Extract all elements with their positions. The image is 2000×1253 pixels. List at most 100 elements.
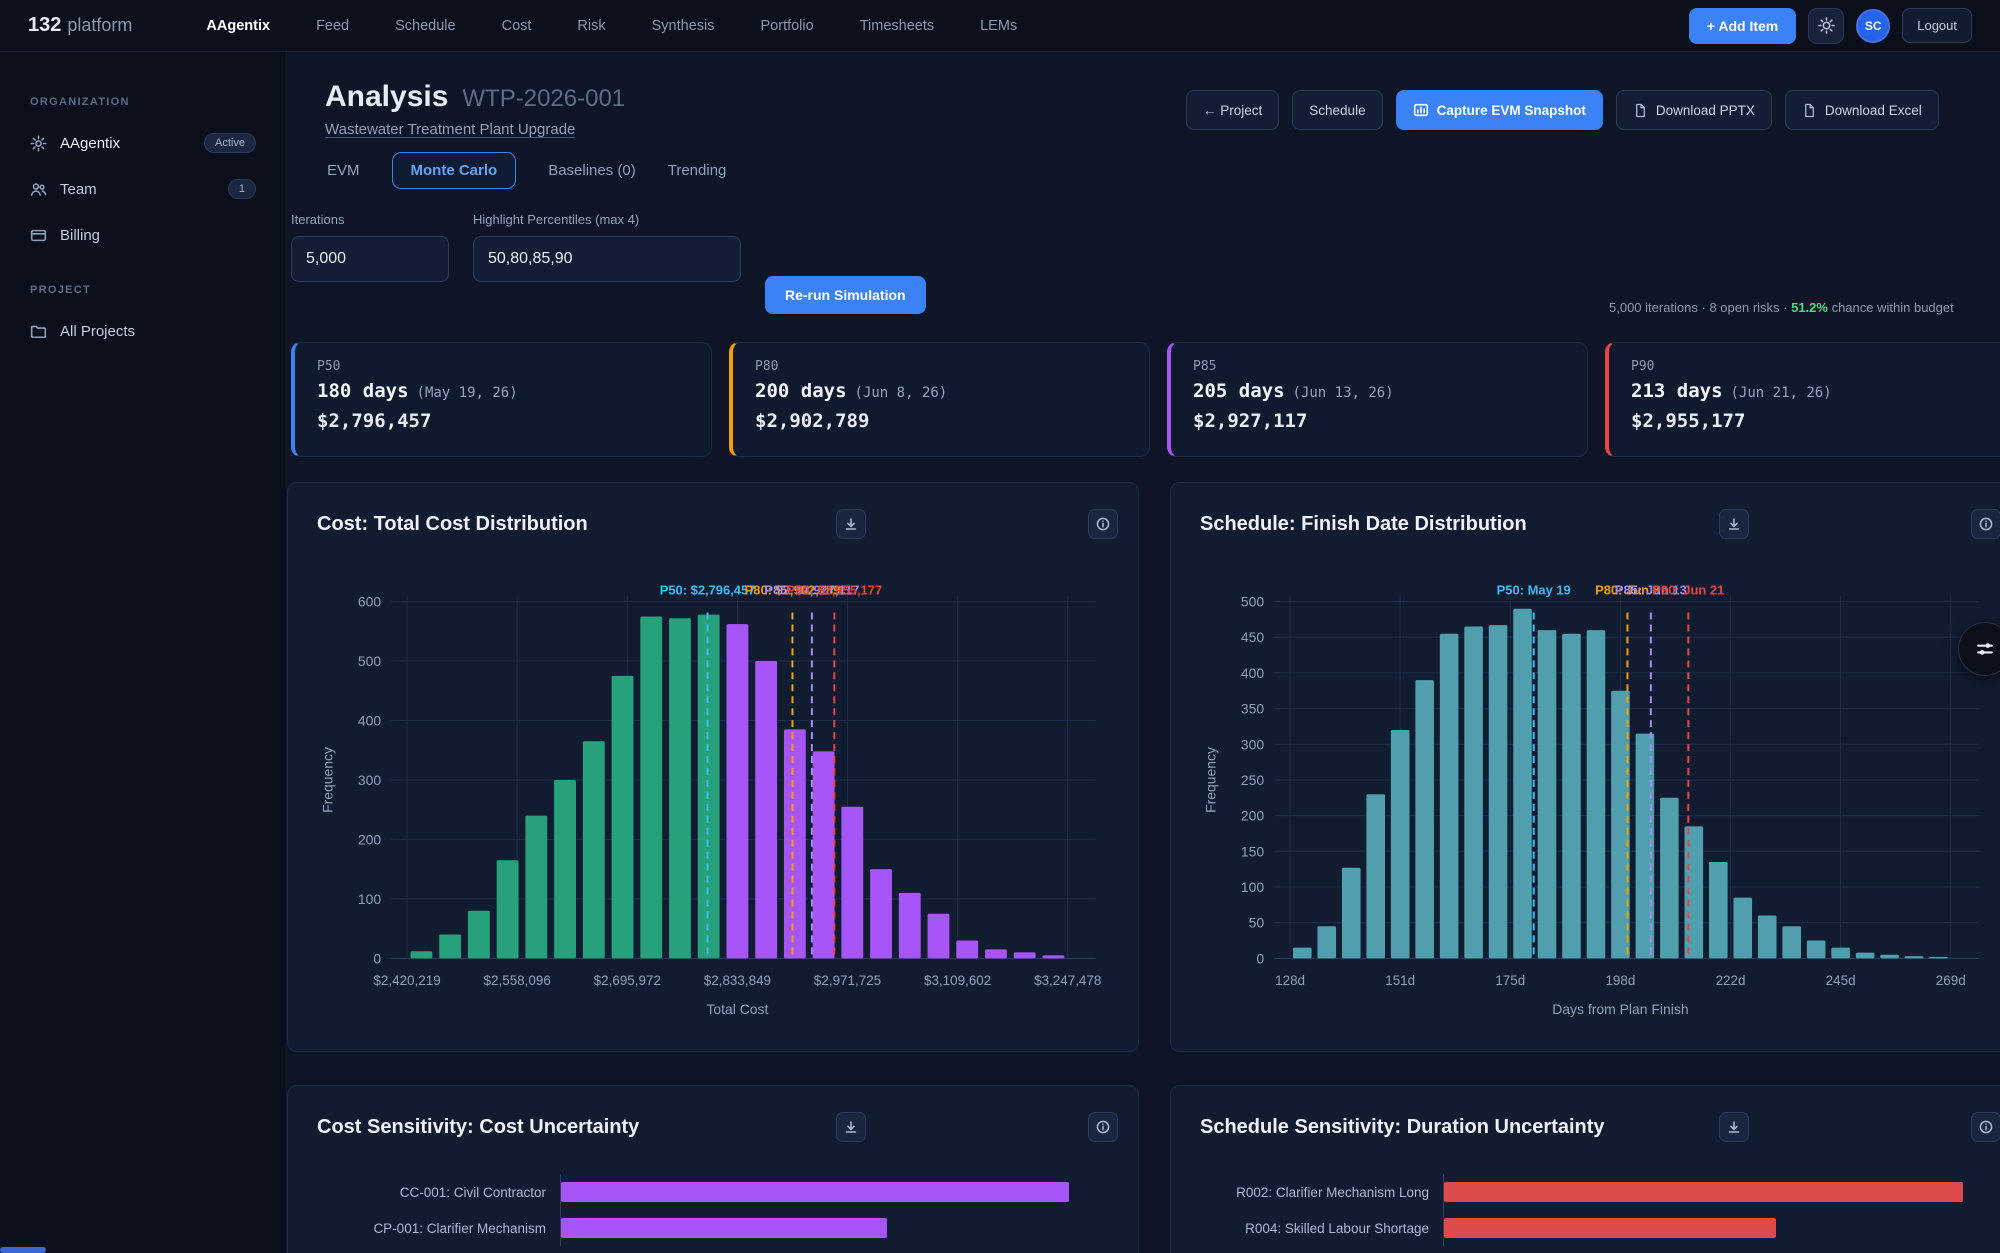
download-excel-button[interactable]: Download Excel: [1785, 90, 1939, 130]
cost-sensitivity-card: Cost Sensitivity: Cost Uncertainty CC-00…: [287, 1085, 1139, 1253]
svg-text:350: 350: [1241, 701, 1265, 717]
nav-item-cost[interactable]: Cost: [502, 18, 532, 34]
page-header: Analysis WTP-2026-001 Wastewater Treatme…: [325, 80, 625, 139]
sidebar-item-all-projects[interactable]: All Projects: [0, 308, 286, 354]
sidebar-item-aagentix[interactable]: AAgentix Active: [0, 120, 286, 166]
svg-text:245d: 245d: [1826, 973, 1856, 988]
sun-icon: [1818, 17, 1835, 34]
rerun-simulation-button[interactable]: Re-run Simulation: [765, 276, 926, 314]
sensitivity-category-label: CC-001: Civil Contractor: [288, 1185, 560, 1200]
page-title: Analysis: [325, 80, 448, 114]
chart-info-button[interactable]: [1088, 1112, 1118, 1142]
cost-distribution-histogram: 0100200300400500600$2,420,219$2,558,096$…: [288, 483, 1138, 1051]
nav-item-lems[interactable]: LEMs: [980, 18, 1017, 34]
schedule-sensitivity-card: Schedule Sensitivity: Duration Uncertain…: [1170, 1085, 2000, 1253]
gear-icon: [30, 135, 47, 152]
percentiles-input[interactable]: [473, 236, 741, 282]
svg-text:P50: $2,796,457: P50: $2,796,457: [660, 583, 756, 598]
topnav-actions: + Add Item SC Logout: [1689, 8, 1972, 44]
nav-item-risk[interactable]: Risk: [577, 18, 605, 34]
download-pptx-button[interactable]: Download PPTX: [1616, 90, 1772, 130]
schedule-distribution-card: Schedule: Finish Date Distribution 05010…: [1170, 482, 2000, 1052]
download-icon: [843, 1119, 859, 1135]
tab-trending[interactable]: Trending: [668, 162, 727, 179]
chart-download-button[interactable]: [1719, 509, 1749, 539]
horizontal-scrollbar-thumb[interactable]: [0, 1247, 46, 1253]
folder-icon: [30, 323, 47, 340]
percentiles-label: Highlight Percentiles (max 4): [473, 212, 639, 227]
primary-nav: AAgentix Feed Schedule Cost Risk Synthes…: [206, 18, 1017, 34]
chart-download-button[interactable]: [836, 1112, 866, 1142]
chart-download-button[interactable]: [1719, 1112, 1749, 1142]
nav-item-timesheets[interactable]: Timesheets: [860, 18, 934, 34]
info-icon: [1978, 516, 1994, 532]
sensitivity-row: CP-001: Clarifier Mechanism: [288, 1210, 1096, 1246]
chart-info-button[interactable]: [1088, 509, 1118, 539]
percentile-date: (Jun 8, 26): [855, 385, 948, 401]
tab-evm[interactable]: EVM: [327, 162, 360, 179]
user-avatar[interactable]: SC: [1856, 9, 1890, 43]
organization-heading: ORGANIZATION: [0, 96, 286, 108]
chart-download-button[interactable]: [836, 509, 866, 539]
download-icon: [1726, 516, 1742, 532]
file-icon: [1633, 103, 1648, 118]
svg-text:Frequency: Frequency: [319, 747, 335, 813]
snapshot-chart-icon: [1413, 102, 1429, 118]
project-heading: PROJECT: [0, 284, 286, 296]
logout-button[interactable]: Logout: [1902, 8, 1972, 43]
svg-text:$3,109,602: $3,109,602: [924, 973, 991, 988]
people-icon: [30, 181, 47, 198]
sensitivity-bar-track: [560, 1174, 1096, 1210]
schedule-button[interactable]: Schedule: [1292, 90, 1382, 130]
percentile-label: P50: [317, 359, 689, 374]
tab-monte-carlo[interactable]: Monte Carlo: [392, 152, 517, 189]
app-root: 132 platform AAgentix Feed Schedule Cost…: [0, 0, 2000, 1253]
svg-text:500: 500: [358, 653, 382, 669]
credit-card-icon: [30, 227, 47, 244]
sidebar-item-billing[interactable]: Billing: [0, 212, 286, 258]
chart-info-button[interactable]: [1971, 509, 2000, 539]
schedule-distribution-histogram: 050100150200250300350400450500128d151d17…: [1171, 483, 2000, 1051]
iterations-input[interactable]: [291, 236, 449, 282]
percentile-label: P80: [755, 359, 1127, 374]
chart-title: Cost: Total Cost Distribution: [317, 513, 588, 536]
svg-text:300: 300: [358, 772, 382, 788]
back-to-project-button[interactable]: ← Project: [1186, 90, 1279, 130]
summary-highlight: 51.2%: [1791, 300, 1828, 315]
sensitivity-bar-track: [1443, 1174, 1979, 1210]
chart-title: Schedule Sensitivity: Duration Uncertain…: [1200, 1116, 1605, 1139]
svg-text:400: 400: [358, 712, 382, 728]
svg-text:Days from Plan Finish: Days from Plan Finish: [1552, 1001, 1688, 1017]
percentile-date: (Jun 13, 26): [1293, 385, 1394, 401]
sidebar-item-team[interactable]: Team 1: [0, 166, 286, 212]
sidebar-item-label: Billing: [60, 227, 100, 244]
capture-label: Capture EVM Snapshot: [1437, 103, 1586, 118]
nav-item-feed[interactable]: Feed: [316, 18, 349, 34]
chart-info-button[interactable]: [1971, 1112, 2000, 1142]
nav-item-portfolio[interactable]: Portfolio: [761, 18, 814, 34]
svg-text:$2,695,972: $2,695,972: [594, 973, 661, 988]
add-item-button[interactable]: + Add Item: [1689, 8, 1796, 44]
capture-evm-snapshot-button[interactable]: Capture EVM Snapshot: [1396, 90, 1603, 130]
svg-text:269d: 269d: [1936, 973, 1966, 988]
sliders-icon: [1975, 639, 1995, 659]
top-nav: 132 platform AAgentix Feed Schedule Cost…: [0, 0, 2000, 52]
percentile-days: 205 days: [1193, 380, 1285, 402]
theme-toggle-button[interactable]: [1808, 8, 1844, 44]
tab-baselines[interactable]: Baselines (0): [548, 162, 636, 179]
svg-text:$2,558,096: $2,558,096: [484, 973, 551, 988]
percentile-days: 200 days: [755, 380, 847, 402]
svg-text:$2,833,849: $2,833,849: [704, 973, 771, 988]
nav-item-synthesis[interactable]: Synthesis: [652, 18, 715, 34]
svg-text:600: 600: [358, 594, 382, 610]
nav-item-aagentix[interactable]: AAgentix: [206, 18, 270, 34]
svg-text:198d: 198d: [1605, 973, 1635, 988]
project-subtitle-link[interactable]: Wastewater Treatment Plant Upgrade: [325, 121, 575, 138]
schedule-sensitivity-plot: R002: Clarifier Mechanism LongR004: Skil…: [1171, 1174, 1979, 1246]
sidebar-item-label: AAgentix: [60, 135, 120, 152]
percentile-label: P90: [1631, 359, 2000, 374]
download-icon: [1726, 1119, 1742, 1135]
app-logo[interactable]: 132 platform: [28, 14, 132, 37]
nav-item-schedule[interactable]: Schedule: [395, 18, 455, 34]
sidebar-item-label: All Projects: [60, 323, 135, 340]
